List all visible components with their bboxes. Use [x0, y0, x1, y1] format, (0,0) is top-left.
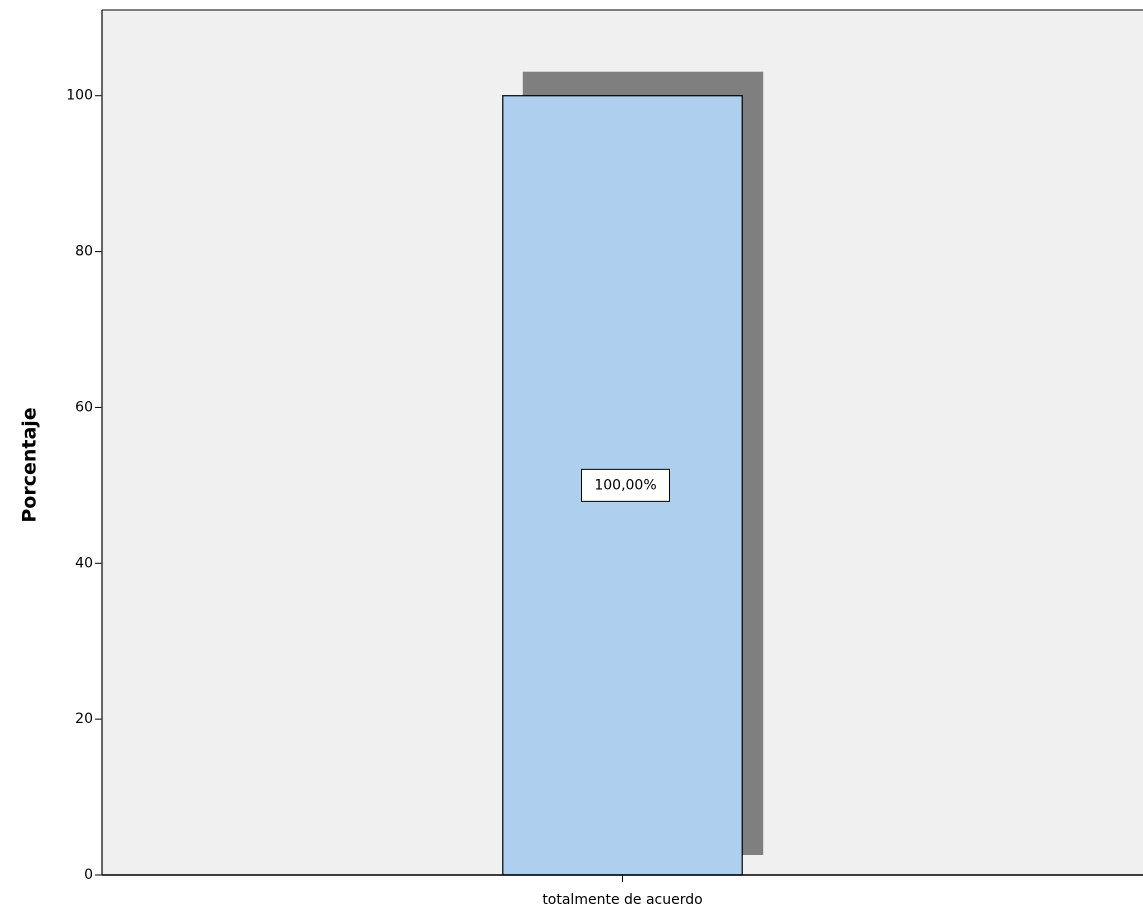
- y-tick-label: 40: [75, 555, 93, 571]
- value-label: 100,00%: [594, 477, 656, 493]
- y-axis-label: Porcentaje: [19, 407, 41, 522]
- y-tick-label: 0: [84, 867, 93, 883]
- value-label-box: [581, 468, 670, 502]
- x-tick-label: totalmente de acuerdo: [542, 892, 702, 908]
- y-tick-label: 60: [75, 399, 93, 415]
- y-tick-label: 100: [66, 88, 93, 104]
- y-tick-label: 80: [75, 244, 93, 260]
- y-tick-label: 20: [75, 711, 93, 727]
